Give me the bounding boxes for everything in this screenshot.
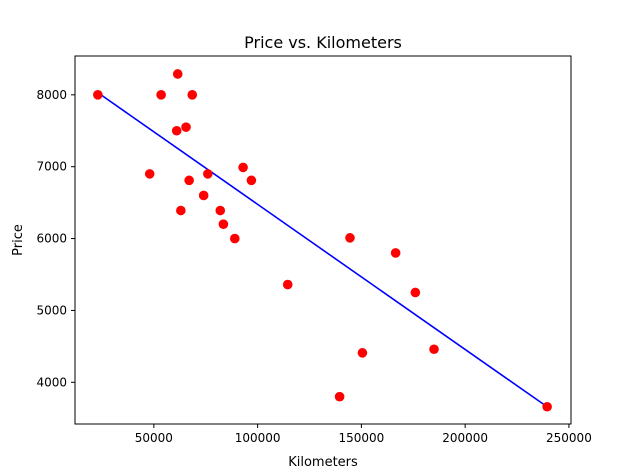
data-point <box>229 233 240 244</box>
x-tick-label: 50000 <box>135 431 173 445</box>
data-point <box>93 90 103 100</box>
y-tick-label: 8000 <box>36 88 67 102</box>
data-point <box>172 69 183 79</box>
x-axis-label: Kilometers <box>288 455 358 470</box>
data-point <box>282 279 293 290</box>
data-point <box>144 169 155 179</box>
x-tick-label: 150000 <box>338 431 384 445</box>
data-point <box>246 175 257 186</box>
data-point <box>156 90 166 100</box>
plot-area: 50000 100000 150000 200000 250000 4000 5000 600… <box>36 55 592 445</box>
y-tick-label: 6000 <box>36 232 67 246</box>
x-tick-label: 100000 <box>235 431 281 445</box>
data-point <box>187 90 198 100</box>
data-point <box>410 287 421 298</box>
y-tick-label: 4000 <box>36 375 67 389</box>
regression-line <box>97 92 548 408</box>
chart-title: Price vs. Kilometers <box>244 33 402 52</box>
data-point <box>334 391 345 402</box>
data-point <box>345 233 355 243</box>
data-point <box>390 248 401 258</box>
data-point <box>218 219 229 229</box>
data-point <box>203 169 213 179</box>
y-axis-label: Price <box>11 224 26 256</box>
data-point <box>542 401 552 412</box>
data-point <box>171 125 182 136</box>
data-point <box>429 344 439 355</box>
data-point <box>215 205 226 216</box>
data-point <box>198 190 209 201</box>
data-point <box>184 175 194 186</box>
y-tick-label: 5000 <box>36 303 67 317</box>
data-point <box>176 205 186 216</box>
x-tick-label: 200000 <box>442 431 488 445</box>
data-point <box>357 348 368 358</box>
y-tick-label: 7000 <box>36 160 67 174</box>
plot-frame <box>74 55 572 425</box>
data-point <box>181 122 191 132</box>
x-tick-label: 250000 <box>546 431 592 445</box>
data-point <box>238 162 248 173</box>
